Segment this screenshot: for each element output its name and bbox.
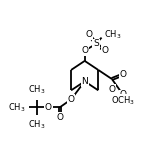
Text: CH$_3$: CH$_3$ [8, 101, 26, 114]
Text: O: O [45, 103, 52, 112]
Text: O: O [108, 85, 115, 94]
Text: S: S [93, 39, 99, 48]
Text: CH$_3$: CH$_3$ [104, 29, 121, 41]
Text: O: O [68, 95, 75, 104]
Text: O: O [56, 113, 63, 122]
Text: O: O [120, 90, 127, 99]
Text: N: N [81, 77, 88, 86]
Text: CH$_3$: CH$_3$ [28, 119, 46, 131]
Text: OCH$_3$: OCH$_3$ [111, 95, 135, 107]
Text: O: O [81, 46, 88, 55]
Text: O: O [86, 30, 93, 39]
Text: O: O [120, 70, 127, 79]
Text: CH$_3$: CH$_3$ [28, 83, 46, 96]
Text: O: O [102, 46, 109, 55]
